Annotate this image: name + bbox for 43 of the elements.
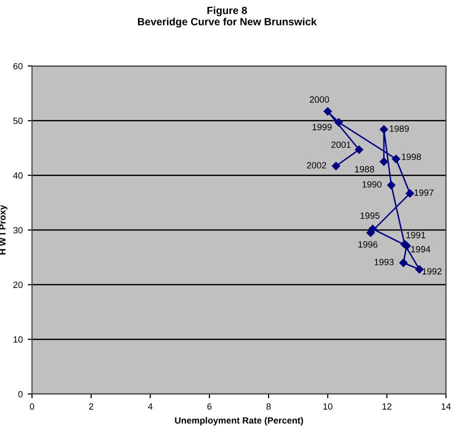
point: [366, 228, 375, 237]
annotation: 1989: [390, 125, 409, 132]
annotation: 1999: [312, 124, 332, 130]
y-tick-label: 60: [13, 62, 23, 70]
y-tick-label: 50: [13, 118, 23, 124]
annotation: 1994: [411, 246, 430, 252]
y-tick-label: 20: [13, 282, 23, 288]
x-tick-label: 12: [382, 403, 392, 410]
point: [380, 125, 388, 134]
y-tick-label: 10: [14, 336, 23, 343]
point: [392, 154, 400, 164]
point: [380, 158, 388, 166]
chart-title: Figure 8 Beveridge Curve for New Brunswick: [138, 6, 317, 28]
annotation: 1988: [355, 166, 374, 172]
x-tick-label: 10: [323, 403, 332, 410]
annotation: 1992: [422, 268, 442, 275]
annotation: 2001: [331, 142, 351, 148]
annotation: 1993: [374, 258, 394, 266]
y-tick-label: 40: [13, 172, 23, 179]
annotation: 1998: [402, 154, 421, 160]
annotation: 2002: [306, 162, 326, 168]
point: [334, 118, 343, 126]
point: [387, 181, 396, 190]
annotation: 1991: [406, 232, 426, 238]
x-tick-label: 6: [207, 403, 212, 410]
point: [406, 189, 414, 198]
point: [354, 146, 364, 154]
annotation: 2000: [310, 96, 330, 103]
point: [332, 162, 340, 170]
x-axis-title: Unemployment Rate (Percent): [175, 417, 304, 426]
x-tick-label: 8: [266, 403, 271, 410]
x-tick-label: 14: [442, 403, 451, 410]
y-tick-label: 0: [18, 390, 23, 398]
x-tick-label: 4: [148, 403, 153, 410]
y-tick-label: 30: [13, 226, 23, 234]
point: [399, 258, 408, 267]
annotation: 1997: [414, 189, 434, 196]
annotation: 1995: [360, 212, 380, 219]
x-tick-label: 0: [30, 403, 34, 410]
annotation: 1990: [362, 181, 382, 188]
point: [324, 107, 332, 116]
annotation: 1996: [358, 241, 378, 248]
x-tick-label: 2: [89, 403, 94, 410]
